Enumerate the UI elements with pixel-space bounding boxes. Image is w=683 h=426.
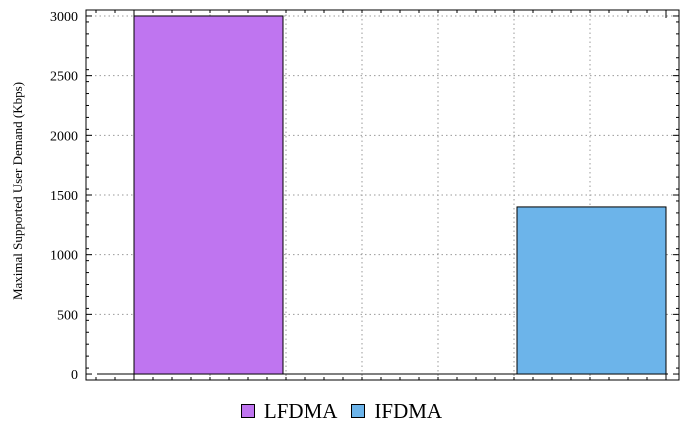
y-axis-tick-labels: 0 500 1000 1500 2000 2500 3000 bbox=[50, 10, 78, 383]
y-tick-label: 2000 bbox=[50, 129, 78, 144]
y-tick-label: 0 bbox=[71, 368, 78, 383]
legend-swatch-ifdma bbox=[351, 404, 366, 418]
y-tick-label: 500 bbox=[57, 308, 78, 323]
y-tick-label: 1000 bbox=[50, 249, 78, 264]
y-tick-label: 1500 bbox=[50, 189, 78, 204]
bar-ifdma bbox=[516, 206, 667, 375]
bar-lfdma bbox=[133, 15, 284, 375]
legend-item-ifdma[interactable]: IFDMA bbox=[351, 399, 442, 424]
y-tick-label: 3000 bbox=[50, 10, 78, 25]
legend-label-lfdma: LFDMA bbox=[263, 398, 338, 423]
bar-chart: 0 500 1000 1500 2000 2500 3000 Maximal Support… bbox=[10, 9, 680, 383]
legend: LFDMA IFDMA bbox=[0, 396, 683, 426]
y-tick-label: 2500 bbox=[50, 70, 78, 85]
legend-item-lfdma[interactable]: LFDMA bbox=[240, 398, 338, 424]
y-axis-label: Maximal Supported User Demand (Kbps) bbox=[10, 82, 25, 300]
legend-swatch-lfdma bbox=[240, 404, 255, 418]
bars bbox=[133, 15, 667, 375]
axis-ticks bbox=[86, 9, 679, 381]
legend-label-ifdma: IFDMA bbox=[374, 398, 443, 423]
